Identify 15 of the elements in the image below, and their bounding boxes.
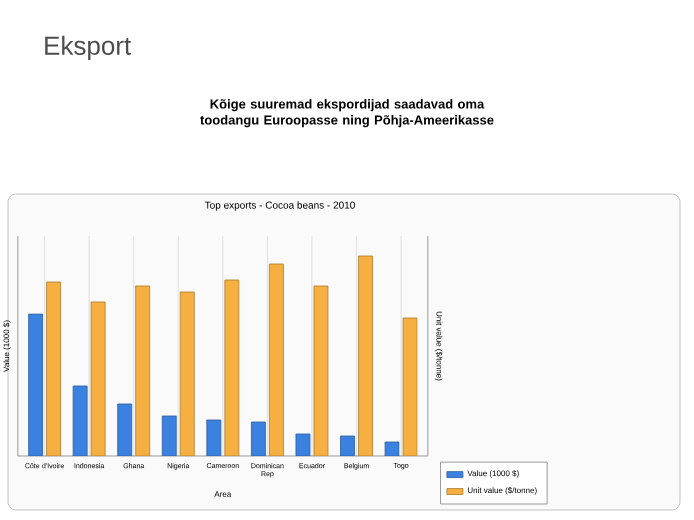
- bar: [268, 263, 284, 456]
- bar: [295, 433, 311, 456]
- text: Eksport: [45, 35, 132, 61]
- bar: [72, 385, 88, 456]
- bar: [384, 441, 400, 456]
- bar: [179, 291, 195, 456]
- bar: [206, 419, 222, 456]
- bar: [135, 285, 151, 456]
- bar: [358, 255, 373, 456]
- bar: [224, 279, 240, 456]
- bar: [340, 435, 355, 456]
- bar: [28, 313, 43, 456]
- bar: [251, 421, 266, 456]
- bar: [161, 415, 177, 456]
- bar: [117, 403, 133, 456]
